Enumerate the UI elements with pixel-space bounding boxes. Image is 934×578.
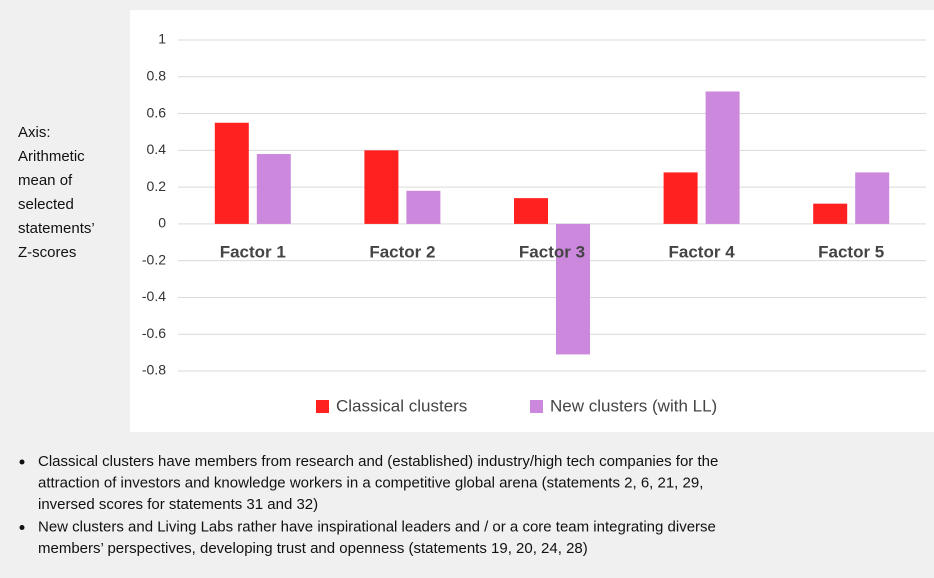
y-tick-label: 0.2 (147, 178, 167, 194)
bullet (19, 459, 25, 465)
bullet (19, 525, 25, 530)
y-tick-label: -0.6 (142, 325, 166, 341)
bar (705, 91, 740, 224)
y-axis-label: Arithmetic (18, 148, 85, 165)
legend-swatch (530, 400, 543, 413)
y-tick-label: -0.2 (142, 251, 166, 267)
note-text: Classical clusters have members from res… (38, 453, 718, 470)
y-axis-label: Z-scores (18, 244, 76, 261)
y-axis-label: statements’ (18, 220, 95, 237)
note-text: inversed scores for statements 31 and 32… (38, 496, 318, 513)
y-tick-label: 0.4 (147, 141, 167, 157)
bar (214, 122, 249, 224)
note-text: attraction of investors and knowledge wo… (38, 474, 703, 491)
legend-swatch (316, 400, 329, 413)
y-axis-label: mean of (18, 172, 73, 189)
bar (514, 198, 548, 224)
bar (256, 154, 291, 224)
bar (406, 190, 441, 224)
bar (663, 172, 698, 224)
bar (813, 203, 848, 224)
x-tick-label: Factor 2 (369, 242, 435, 261)
y-tick-label: 1 (158, 31, 166, 47)
x-tick-label: Factor 4 (669, 242, 736, 261)
x-tick-label: Factor 1 (220, 242, 286, 261)
y-tick-label: 0 (158, 215, 166, 231)
y-tick-label: 0.8 (147, 67, 167, 83)
note-text: members’ perspectives, developing trust … (38, 540, 588, 557)
bar (364, 150, 399, 224)
note-text: New clusters and Living Labs rather have… (38, 518, 716, 535)
bar (855, 172, 890, 224)
x-tick-label: Factor 3 (519, 242, 585, 261)
y-tick-label: -0.4 (142, 288, 166, 304)
y-axis-label: Axis: (18, 124, 51, 141)
bar (556, 223, 590, 355)
legend-label: New clusters (with LL) (550, 396, 717, 415)
y-axis-label: selected (18, 196, 74, 213)
legend-label: Classical clusters (336, 396, 467, 415)
y-tick-label: 0.6 (147, 104, 167, 120)
y-tick-label: -0.8 (142, 362, 166, 378)
x-tick-label: Factor 5 (818, 242, 884, 261)
